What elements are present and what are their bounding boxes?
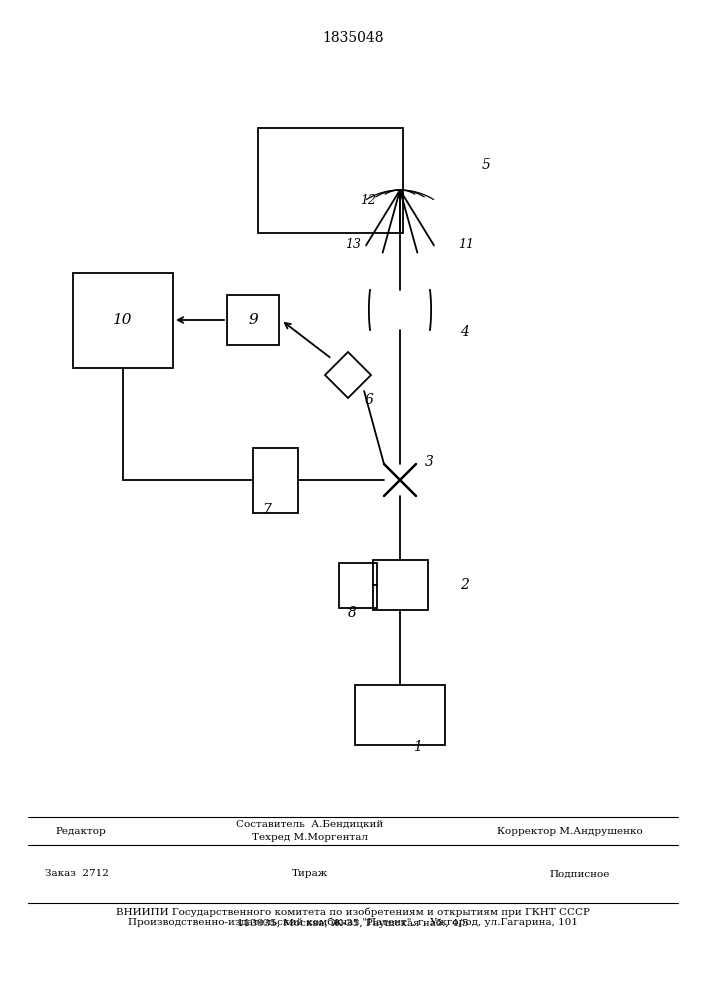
Bar	[373, 560, 428, 610]
Bar	[355, 685, 445, 745]
Text: 5: 5	[482, 158, 491, 172]
Text: Редактор: Редактор	[55, 826, 106, 836]
Bar	[73, 272, 173, 367]
Text: Производственно-издательский комбинат "Патент", г. Ужгород, ул.Гагарина, 101: Производственно-издательский комбинат "П…	[128, 917, 578, 927]
Text: 2: 2	[460, 578, 469, 592]
Text: 6: 6	[365, 393, 374, 407]
Text: 113035, Москва, Ж-35, Раушская наб., 4/5: 113035, Москва, Ж-35, Раушская наб., 4/5	[237, 918, 469, 928]
Bar	[339, 562, 377, 607]
Text: Подписное: Подписное	[550, 869, 610, 879]
Text: 3: 3	[425, 455, 434, 469]
Text: 7: 7	[262, 503, 271, 517]
Bar	[257, 127, 402, 232]
Text: 11: 11	[458, 238, 474, 251]
Text: Составитель  А.Бендицкий: Составитель А.Бендицкий	[236, 820, 384, 828]
Text: Заказ  2712: Заказ 2712	[45, 869, 109, 879]
Text: 4: 4	[460, 325, 469, 339]
Bar	[227, 295, 279, 345]
Text: 1835048: 1835048	[322, 31, 384, 45]
Text: Тираж: Тираж	[292, 869, 328, 879]
Text: 12: 12	[360, 194, 376, 207]
Text: 10: 10	[113, 313, 133, 327]
Text: 8: 8	[348, 606, 357, 620]
Text: ВНИИПИ Государственного комитета по изобретениям и открытиям при ГКНТ СССР: ВНИИПИ Государственного комитета по изоб…	[116, 907, 590, 917]
Text: Техред М.Моргентал: Техред М.Моргентал	[252, 834, 368, 842]
Text: Корректор М.Андрушенко: Корректор М.Андрушенко	[497, 826, 643, 836]
Text: 1: 1	[413, 740, 422, 754]
Text: 9: 9	[248, 313, 258, 327]
Bar	[252, 448, 298, 512]
Text: 13: 13	[345, 238, 361, 251]
